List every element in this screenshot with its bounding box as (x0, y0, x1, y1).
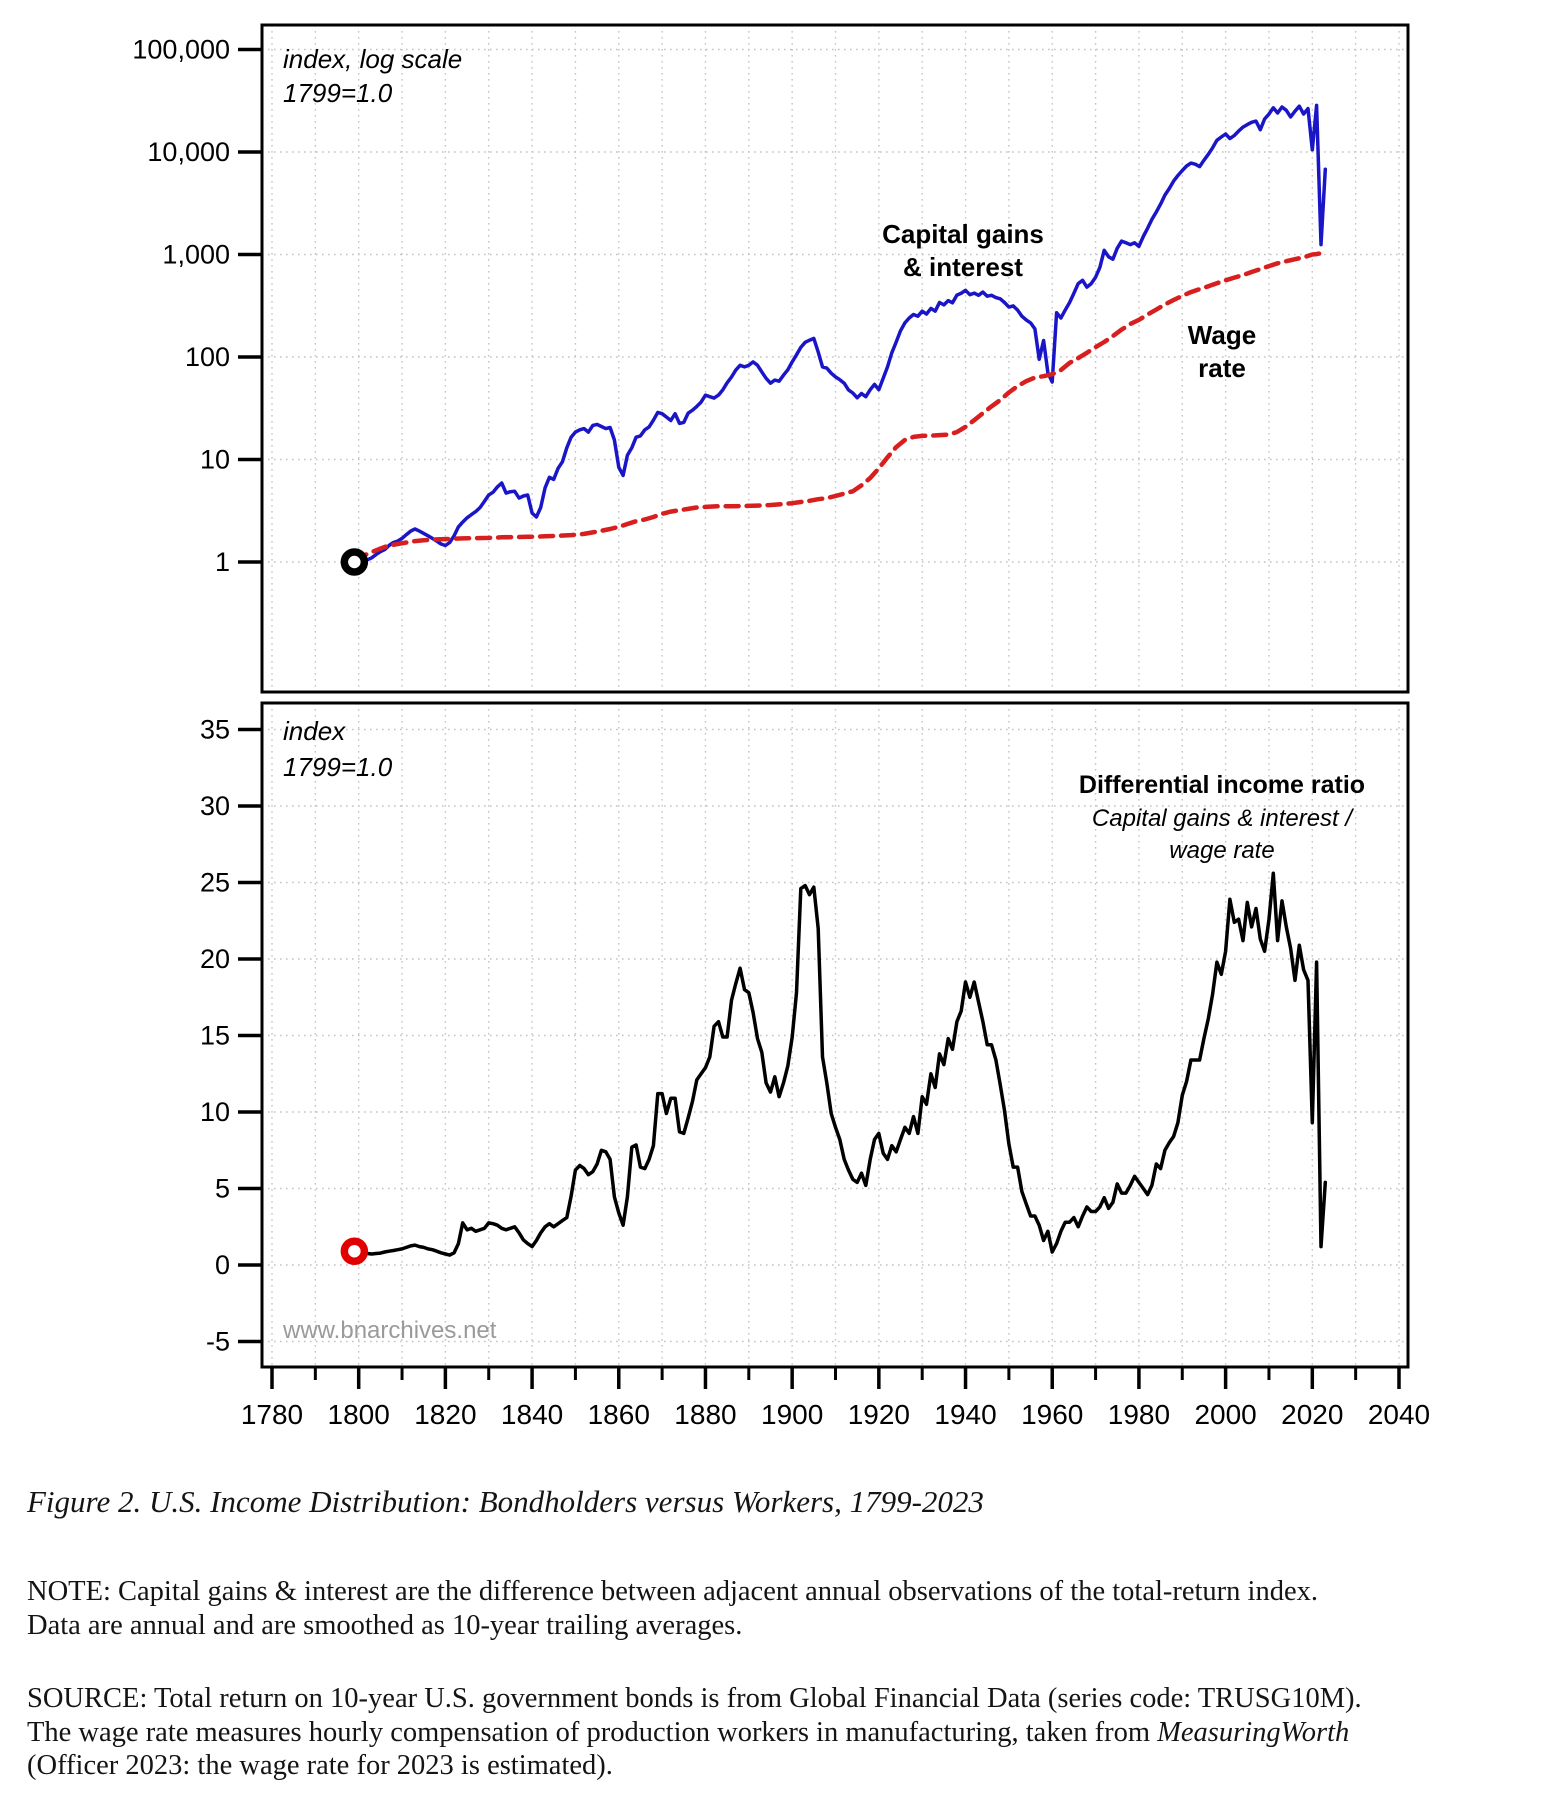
note-line-2: Data are annual and are smoothed as 10-y… (27, 1609, 743, 1641)
series-wage-rate (352, 248, 1328, 563)
y-tick-label: 5 (215, 1174, 230, 1204)
y-tick-label: 15 (200, 1021, 230, 1051)
x-tick-label: 2020 (1281, 1399, 1343, 1430)
y-tick-label: 100,000 (132, 35, 230, 65)
annotation: 1799=1.0 (283, 752, 393, 782)
series-differential-income-ratio-capital-gains-interest-wage-rate (352, 871, 1328, 1257)
y-tick-label: 25 (200, 868, 230, 898)
source-line-1: SOURCE: Total return on 10-year U.S. gov… (27, 1683, 1362, 1714)
source-measuringworth: MeasuringWorth (1157, 1716, 1350, 1748)
annotation: & interest (903, 252, 1023, 282)
y-tick-label: 0 (215, 1250, 230, 1280)
annotation: Differential income ratio (1079, 771, 1365, 799)
annotation: www.bnarchives.net (282, 1317, 497, 1344)
x-tick-label: 2040 (1368, 1399, 1430, 1430)
series-capital-gains-interest (352, 103, 1328, 568)
start-marker-1799 (340, 1237, 369, 1265)
x-tick-label: 1960 (1021, 1399, 1083, 1430)
x-tick-label: 1900 (761, 1399, 823, 1430)
y-tick-label: 100 (185, 342, 230, 372)
annotation: Capital gains (882, 219, 1044, 249)
x-tick-label: 1780 (241, 1399, 303, 1430)
figure-source: SOURCE: Total return on 10-year U.S. gov… (27, 1682, 1543, 1783)
x-tick-label: 1820 (414, 1399, 476, 1430)
x-tick-label: 1980 (1108, 1399, 1170, 1430)
y-tick-label: 1,000 (162, 240, 230, 270)
x-tick-label: 2000 (1194, 1399, 1256, 1430)
ratio-panel: -5 0 5 10 15 20 25 30 35 1780 1800 1820 1840 1860 1880… (200, 701, 1430, 1430)
x-tick-label: 1860 (588, 1399, 650, 1430)
x-tick-label: 1940 (934, 1399, 996, 1430)
annotation: 1799=1.0 (283, 78, 393, 108)
y-tick-label: -5 (206, 1327, 230, 1357)
annotation: Capital gains & interest / (1092, 805, 1354, 832)
annotation: Wage (1188, 320, 1256, 350)
annotation: wage rate (1169, 837, 1274, 864)
x-tick-label: 1800 (328, 1399, 390, 1430)
y-tick-label: 35 (200, 715, 230, 745)
log-index-panel: 1 10 100 1,000 10,000 100,000 index, log scale… (132, 23, 1410, 694)
note-line-1: NOTE: Capital gains & interest are the d… (27, 1576, 1318, 1607)
source-line-2: The wage rate measures hourly compensati… (27, 1716, 1350, 1748)
y-tick-label: 1 (215, 547, 230, 577)
x-tick-label: 1880 (674, 1399, 736, 1430)
y-tick-label: 10,000 (147, 137, 230, 167)
x-tick-label: 1840 (501, 1399, 563, 1430)
start-marker-1799 (340, 548, 369, 576)
x-tick-label: 1920 (848, 1399, 910, 1430)
figure-note: NOTE: Capital gains & interest are the d… (27, 1575, 1543, 1642)
y-tick-label: 10 (200, 1097, 230, 1127)
annotation: index (283, 716, 346, 746)
figure-caption: Figure 2. U.S. Income Distribution: Bond… (27, 1484, 984, 1519)
y-tick-label: 20 (200, 944, 230, 974)
y-tick-label: 10 (200, 445, 230, 475)
y-tick-label: 30 (200, 791, 230, 821)
annotation: index, log scale (283, 44, 462, 74)
source-line-3: (Officer 2023: the wage rate for 2023 is… (27, 1750, 613, 1781)
annotation: rate (1198, 353, 1246, 383)
